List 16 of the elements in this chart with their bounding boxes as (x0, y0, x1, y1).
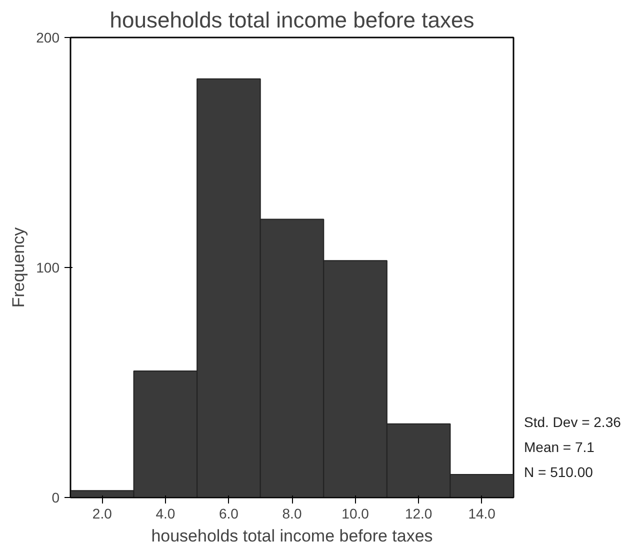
text: N = 510.00 (524, 463, 594, 482)
y-tick-label: 200 (36, 30, 60, 46)
text: Mean = 7.1 (524, 438, 596, 457)
x-tick-label: 2.0 (92, 506, 112, 522)
x-tick-label: 6.0 (218, 506, 239, 522)
y-tick-label: 0 (52, 490, 60, 506)
x-tick-label: 14.0 (468, 506, 496, 522)
x-tick-label: 12.0 (404, 506, 432, 522)
x-tick-label: 10.0 (342, 506, 370, 522)
x-tick-label: 8.0 (282, 506, 302, 522)
x-tick-label: 4.0 (156, 506, 176, 522)
y-tick-label: 100 (36, 260, 60, 276)
x-axis-title: households total income before taxes (151, 526, 433, 546)
y-axis-title: Frequency (9, 226, 28, 308)
text: Std. Dev = 2.36 (524, 413, 621, 432)
chart-title: households total income before taxes (110, 8, 474, 32)
